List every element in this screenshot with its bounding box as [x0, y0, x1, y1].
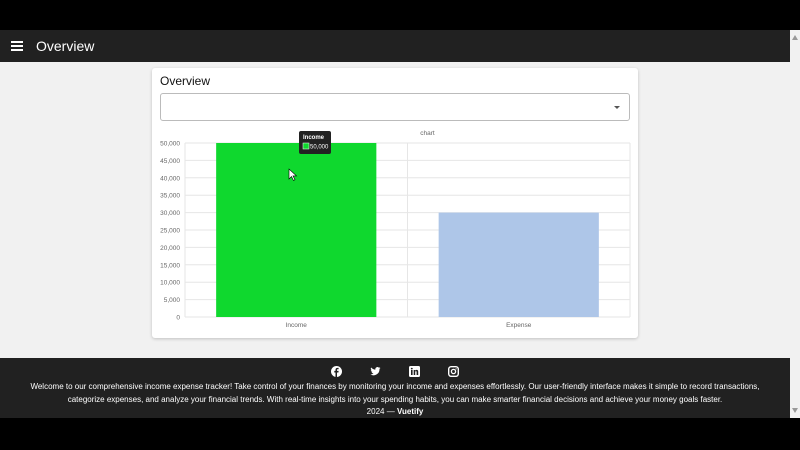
y-tick-label: 15,000: [160, 262, 180, 269]
tooltip-swatch: [302, 142, 310, 150]
menu-icon[interactable]: [11, 39, 23, 53]
y-tick-label: 10,000: [160, 280, 180, 287]
tooltip-title: Income: [303, 135, 325, 141]
y-tick-label: 45,000: [160, 158, 180, 165]
linkedin-icon[interactable]: [409, 366, 420, 377]
y-tick-label: 25,000: [160, 228, 180, 235]
tooltip-value: 50,000: [310, 145, 329, 151]
facebook-icon[interactable]: [331, 366, 342, 377]
main-content: Overview 0 5,000 10,000 15,000 20,000 25,000 3…: [0, 62, 790, 358]
y-tick-label: 5,000: [164, 297, 181, 304]
y-tick-label: 0: [176, 315, 180, 322]
app-title: Overview: [36, 38, 95, 54]
card-title: Overview: [160, 74, 211, 88]
y-tick-label: 40,000: [160, 175, 180, 182]
scrollbar[interactable]: [790, 30, 800, 418]
y-tick-label: 30,000: [160, 210, 180, 217]
y-tick-label: 35,000: [160, 193, 180, 200]
footer: Welcome to our comprehensive income expe…: [0, 358, 790, 418]
bar-income: [216, 143, 377, 317]
y-tick-label: 20,000: [160, 245, 180, 252]
x-tick-label: Income: [286, 322, 308, 329]
scroll-down-icon[interactable]: [792, 408, 798, 413]
bar-expense: [438, 212, 599, 317]
app-bar: Overview: [0, 30, 790, 62]
cursor-icon: [288, 168, 298, 181]
x-tick-label: Expense: [506, 322, 532, 329]
footer-year: 2024 —: [366, 407, 395, 416]
footer-description: Welcome to our comprehensive income expe…: [30, 382, 760, 404]
chevron-down-icon: [614, 106, 620, 109]
y-tick-label: 50,000: [160, 141, 180, 148]
twitter-icon[interactable]: [370, 366, 381, 377]
instagram-icon[interactable]: [447, 365, 460, 378]
scroll-up-icon[interactable]: [792, 35, 798, 40]
legend-label: chart: [420, 130, 435, 137]
bar-chart: 0 5,000 10,000 15,000 20,000 25,000 30,000 35,0…: [160, 130, 631, 329]
footer-brand: Vuetify: [396, 407, 424, 416]
period-select[interactable]: [160, 93, 630, 121]
overview-card: Overview 0 5,000 10,000 15,000 20,000 25,000 3…: [152, 68, 638, 338]
